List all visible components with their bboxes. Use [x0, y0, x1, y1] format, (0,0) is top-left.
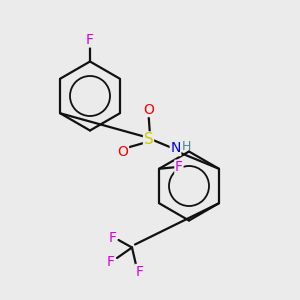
Text: S: S [144, 132, 153, 147]
Text: F: F [175, 160, 183, 174]
Text: N: N [170, 142, 181, 155]
Text: O: O [143, 103, 154, 116]
Text: F: F [136, 265, 143, 278]
Text: F: F [86, 33, 94, 47]
Text: O: O [118, 146, 128, 159]
Text: F: F [109, 232, 116, 245]
Text: H: H [182, 140, 192, 154]
Text: F: F [107, 256, 115, 269]
